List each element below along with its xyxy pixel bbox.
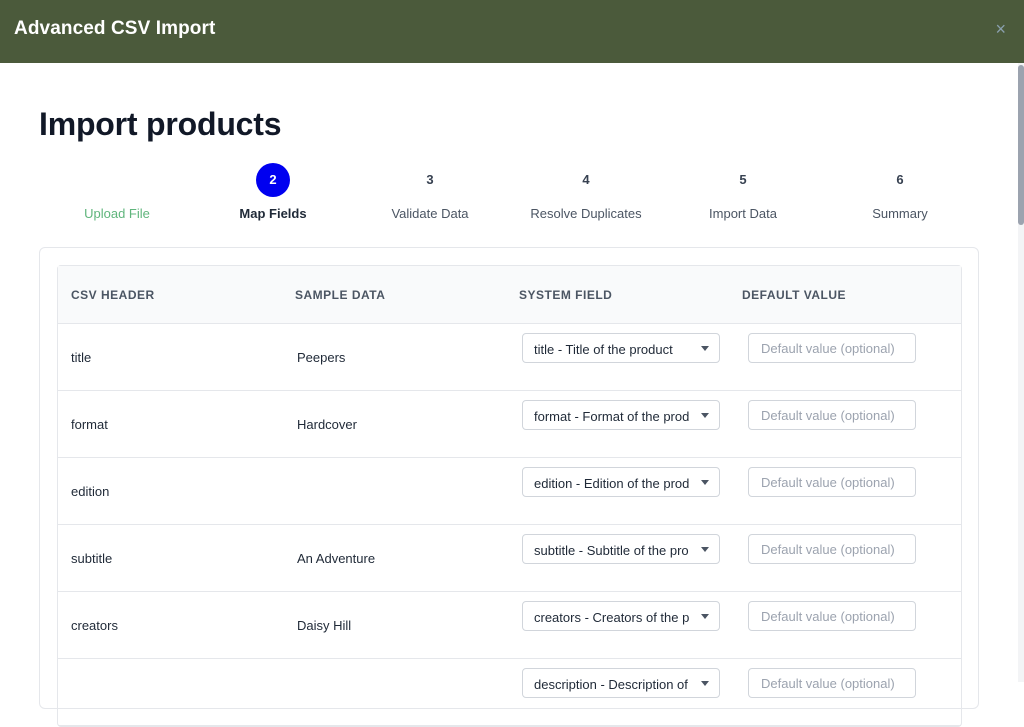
- table-row: creators Daisy Hill creators - Creators …: [58, 592, 961, 659]
- chevron-down-icon: [701, 480, 709, 485]
- step-number: 2: [256, 163, 290, 197]
- step-map-fields[interactable]: 2 Map Fields: [195, 163, 351, 221]
- step-upload-file[interactable]: Upload File: [39, 163, 195, 221]
- csv-header-cell: subtitle: [71, 551, 113, 566]
- column-header-csv-header: CSV HEADER: [71, 288, 155, 302]
- system-field-value: subtitle - Subtitle of the product: [534, 543, 689, 558]
- table-row: title Peepers title - Title of the produ…: [58, 324, 961, 391]
- step-number: 5: [739, 172, 747, 187]
- default-value-input[interactable]: [748, 668, 916, 698]
- default-value-input[interactable]: [748, 467, 916, 497]
- step-validate-data[interactable]: 3 Validate Data: [352, 163, 508, 221]
- system-field-value: description - Description of the product: [534, 677, 689, 692]
- system-field-select[interactable]: subtitle - Subtitle of the product: [522, 534, 720, 564]
- table-row: edition edition - Edition of the product: [58, 458, 961, 525]
- csv-header-cell: edition: [71, 484, 110, 499]
- step-label: Validate Data: [391, 206, 469, 221]
- system-field-value: edition - Edition of the product: [534, 476, 689, 491]
- chevron-down-icon: [701, 614, 709, 619]
- step-label: Map Fields: [239, 206, 307, 221]
- chevron-down-icon: [701, 346, 709, 351]
- chevron-down-icon: [701, 547, 709, 552]
- table-row: format Hardcover format - Format of the …: [58, 391, 961, 458]
- default-value-input[interactable]: [748, 601, 916, 631]
- step-number: 4: [582, 172, 590, 187]
- step-number: [100, 163, 134, 197]
- system-field-select[interactable]: description - Description of the product: [522, 668, 720, 698]
- window-title: Advanced CSV Import: [14, 18, 216, 39]
- system-field-value: creators - Creators of the product: [534, 610, 689, 625]
- mapping-card: CSV HEADER SAMPLE DATA SYSTEM FIELD DEFA…: [39, 247, 979, 727]
- default-value-input[interactable]: [748, 333, 916, 363]
- column-header-system-field: SYSTEM FIELD: [519, 288, 613, 302]
- table-row: subtitle An Adventure subtitle - Subtitl…: [58, 525, 961, 592]
- csv-header-cell: title: [71, 350, 92, 365]
- step-label: Import Data: [709, 206, 777, 221]
- system-field-value: title - Title of the product: [534, 342, 673, 357]
- column-header-default-value: DEFAULT VALUE: [742, 288, 847, 302]
- system-field-select[interactable]: format - Format of the product: [522, 400, 720, 430]
- page-title: Import products: [39, 106, 282, 142]
- window-titlebar: Advanced CSV Import ×: [0, 0, 1024, 63]
- field-mapping-table: CSV HEADER SAMPLE DATA SYSTEM FIELD DEFA…: [57, 265, 962, 727]
- sample-data-cell: Peepers: [297, 350, 346, 365]
- sample-data-cell: An Adventure: [297, 551, 376, 566]
- table-header: CSV HEADER SAMPLE DATA SYSTEM FIELD DEFA…: [58, 266, 961, 324]
- system-field-select[interactable]: creators - Creators of the product: [522, 601, 720, 631]
- step-number: 6: [896, 172, 904, 187]
- system-field-select[interactable]: title - Title of the product: [522, 333, 720, 363]
- scrollbar-thumb[interactable]: [1018, 65, 1024, 225]
- sample-data-cell: Daisy Hill: [297, 618, 352, 633]
- step-label: Upload File: [84, 206, 150, 221]
- column-header-sample-data: SAMPLE DATA: [295, 288, 386, 302]
- csv-header-cell: format: [71, 417, 108, 432]
- step-number: 3: [426, 172, 434, 187]
- sample-data-cell: Hardcover: [297, 417, 357, 432]
- step-label: Summary: [872, 206, 928, 221]
- step-summary[interactable]: 6 Summary: [822, 163, 978, 221]
- default-value-input[interactable]: [748, 534, 916, 564]
- system-field-select[interactable]: edition - Edition of the product: [522, 467, 720, 497]
- csv-header-cell: creators: [71, 618, 118, 633]
- scrollbar[interactable]: [1018, 63, 1024, 682]
- chevron-down-icon: [701, 413, 709, 418]
- step-import-data[interactable]: 5 Import Data: [665, 163, 821, 221]
- step-resolve-duplicates[interactable]: 4 Resolve Duplicates: [508, 163, 664, 221]
- table-row: description - Description of the product: [58, 659, 961, 726]
- default-value-input[interactable]: [748, 400, 916, 430]
- close-icon[interactable]: ×: [995, 19, 1006, 39]
- system-field-value: format - Format of the product: [534, 409, 689, 424]
- step-label: Resolve Duplicates: [530, 206, 642, 221]
